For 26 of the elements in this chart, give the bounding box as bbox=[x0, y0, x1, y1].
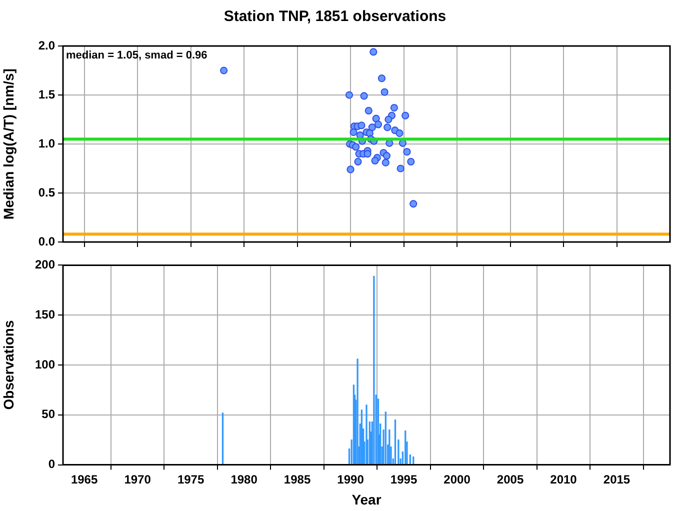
x-tick-label: 1965 bbox=[70, 472, 98, 486]
x-tick-label: 1995 bbox=[390, 472, 418, 486]
x-tick-label: 1980 bbox=[230, 472, 258, 486]
x-tick-label: 1975 bbox=[177, 472, 204, 486]
annotation: median = 1.05, smad = 0.96 bbox=[66, 50, 208, 62]
y-tick-label: 50 bbox=[42, 407, 56, 422]
x-tick-label: 1970 bbox=[124, 472, 152, 486]
x-tick-label: 1990 bbox=[337, 472, 364, 486]
y-tick-label: 0 bbox=[48, 457, 56, 472]
y-tick-label: 0.5 bbox=[38, 185, 56, 200]
y-tick-label: 2.0 bbox=[38, 38, 56, 52]
x-tick-label: 2015 bbox=[603, 472, 630, 486]
x-tick-label: 1985 bbox=[284, 472, 311, 486]
y-tick-label: 100 bbox=[34, 357, 56, 372]
y-tick-label: 150 bbox=[34, 307, 56, 322]
x-tick-label: 2010 bbox=[550, 472, 578, 486]
chart-title: Station TNP, 1851 observations bbox=[224, 8, 446, 26]
y-tick-label: 1.0 bbox=[38, 136, 56, 150]
x-axis-title: Year bbox=[352, 491, 382, 508]
y-axis-title: Observations bbox=[0, 320, 16, 410]
x-tick-label: 2005 bbox=[496, 472, 524, 486]
x-tick-label: 2000 bbox=[444, 472, 471, 486]
y-tick-label: 1.5 bbox=[38, 87, 56, 102]
y-axis-title: Median log(A/T) [nm/s] bbox=[0, 68, 16, 220]
y-tick-label: 0.0 bbox=[38, 234, 56, 248]
y-tick-label: 200 bbox=[34, 258, 56, 272]
